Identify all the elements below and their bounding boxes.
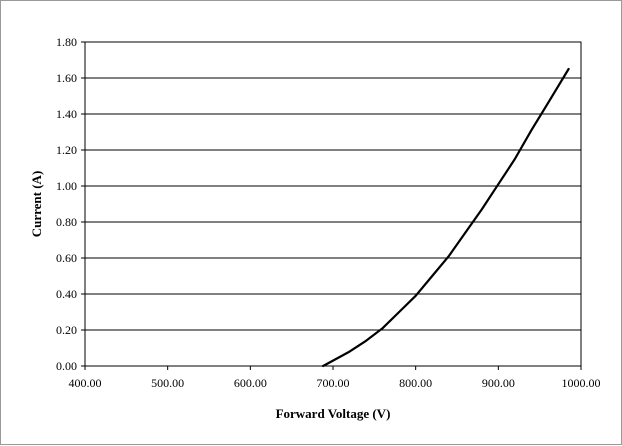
y-tick-label: 0.00 [56,359,77,373]
series-layer [321,67,570,368]
plot-area [84,41,582,367]
x-tick-label: 1000.00 [562,376,601,390]
y-tick-label: 1.60 [56,71,77,85]
x-tick-label: 600.00 [234,376,267,390]
x-axis-title: Forward Voltage (V) [276,406,391,421]
y-tick-label: 0.40 [56,287,77,301]
tick-layer: 0.00 0.20 0.40 0.60 0.80 1.00 1.20 1.40 1.60 1.80… [56,35,601,390]
y-tick-label: 1.20 [56,143,77,157]
x-tick-label: 800.00 [399,376,432,390]
y-tick-label: 0.60 [56,251,77,265]
y-tick-label: 0.80 [56,215,77,229]
y-tick-label: 1.80 [56,35,77,49]
y-axis-title: Current (A) [29,171,44,238]
x-tick-label: 900.00 [482,376,515,390]
x-tick-label: 500.00 [151,376,184,390]
y-tick-label: 1.40 [56,107,77,121]
y-tick-label: 0.20 [56,323,77,337]
series-line-0 [321,67,570,368]
x-tick-label: 700.00 [317,376,350,390]
grid-layer [85,77,581,331]
y-tick-label: 1.00 [56,179,77,193]
x-tick-label: 400.00 [69,376,102,390]
